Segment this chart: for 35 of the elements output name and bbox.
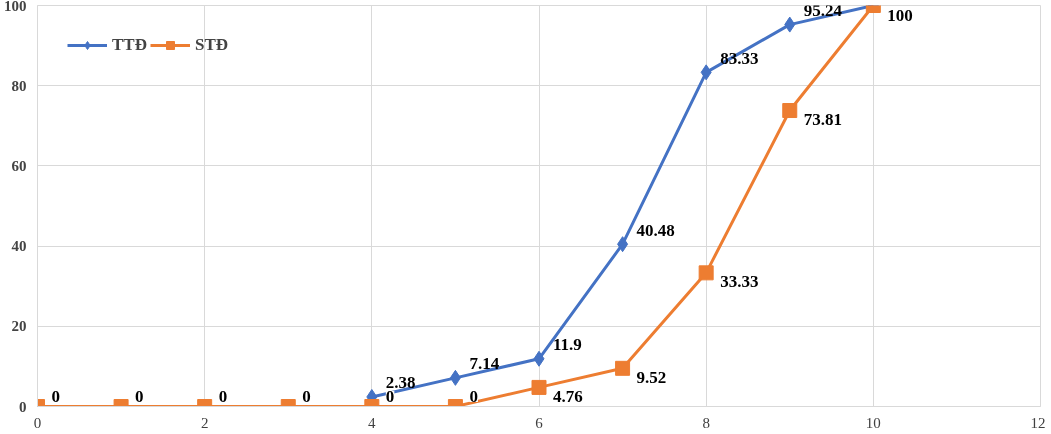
data-label: 4.76 [553,386,583,406]
x-tick-label: 12 [1030,414,1046,431]
data-label: 0 [469,387,478,406]
data-label: 0 [385,387,395,406]
y-tick-label: 40 [11,238,27,255]
legend-label: STĐ [194,35,229,55]
y-tick-label: 20 [11,318,27,335]
x-tick-label: 4 [368,414,377,431]
point [784,16,796,33]
data-label: 100 [887,6,913,25]
point [700,64,712,81]
data-label: 40.48 [636,220,675,240]
x-tick-label: 8 [702,414,710,431]
data-label: 0 [51,387,60,406]
point [698,265,714,281]
data-label: 0 [302,387,311,406]
x-tick-label: 0 [33,414,42,431]
data-label: 7.14 [469,354,500,374]
data-label: 0 [135,387,144,406]
y-tick-label: 60 [11,157,27,174]
x-tick-label: 2 [200,414,209,431]
y-tick-label: 0 [19,398,27,415]
y-tick-label: 100 [4,0,27,14]
data-label: 9.52 [636,367,667,387]
data-label: 95.24 [803,1,843,21]
point [617,236,629,253]
legend-label: TTĐ [112,35,147,55]
data-label: 73.81 [803,110,842,130]
x-tick-label: 10 [865,414,881,431]
data-label: 0 [218,387,228,406]
point [782,103,798,119]
data-label: 11.9 [553,335,582,355]
x-tick-label: 6 [535,414,544,431]
data-label: 33.33 [720,272,759,292]
y-tick-label: 80 [11,77,27,94]
